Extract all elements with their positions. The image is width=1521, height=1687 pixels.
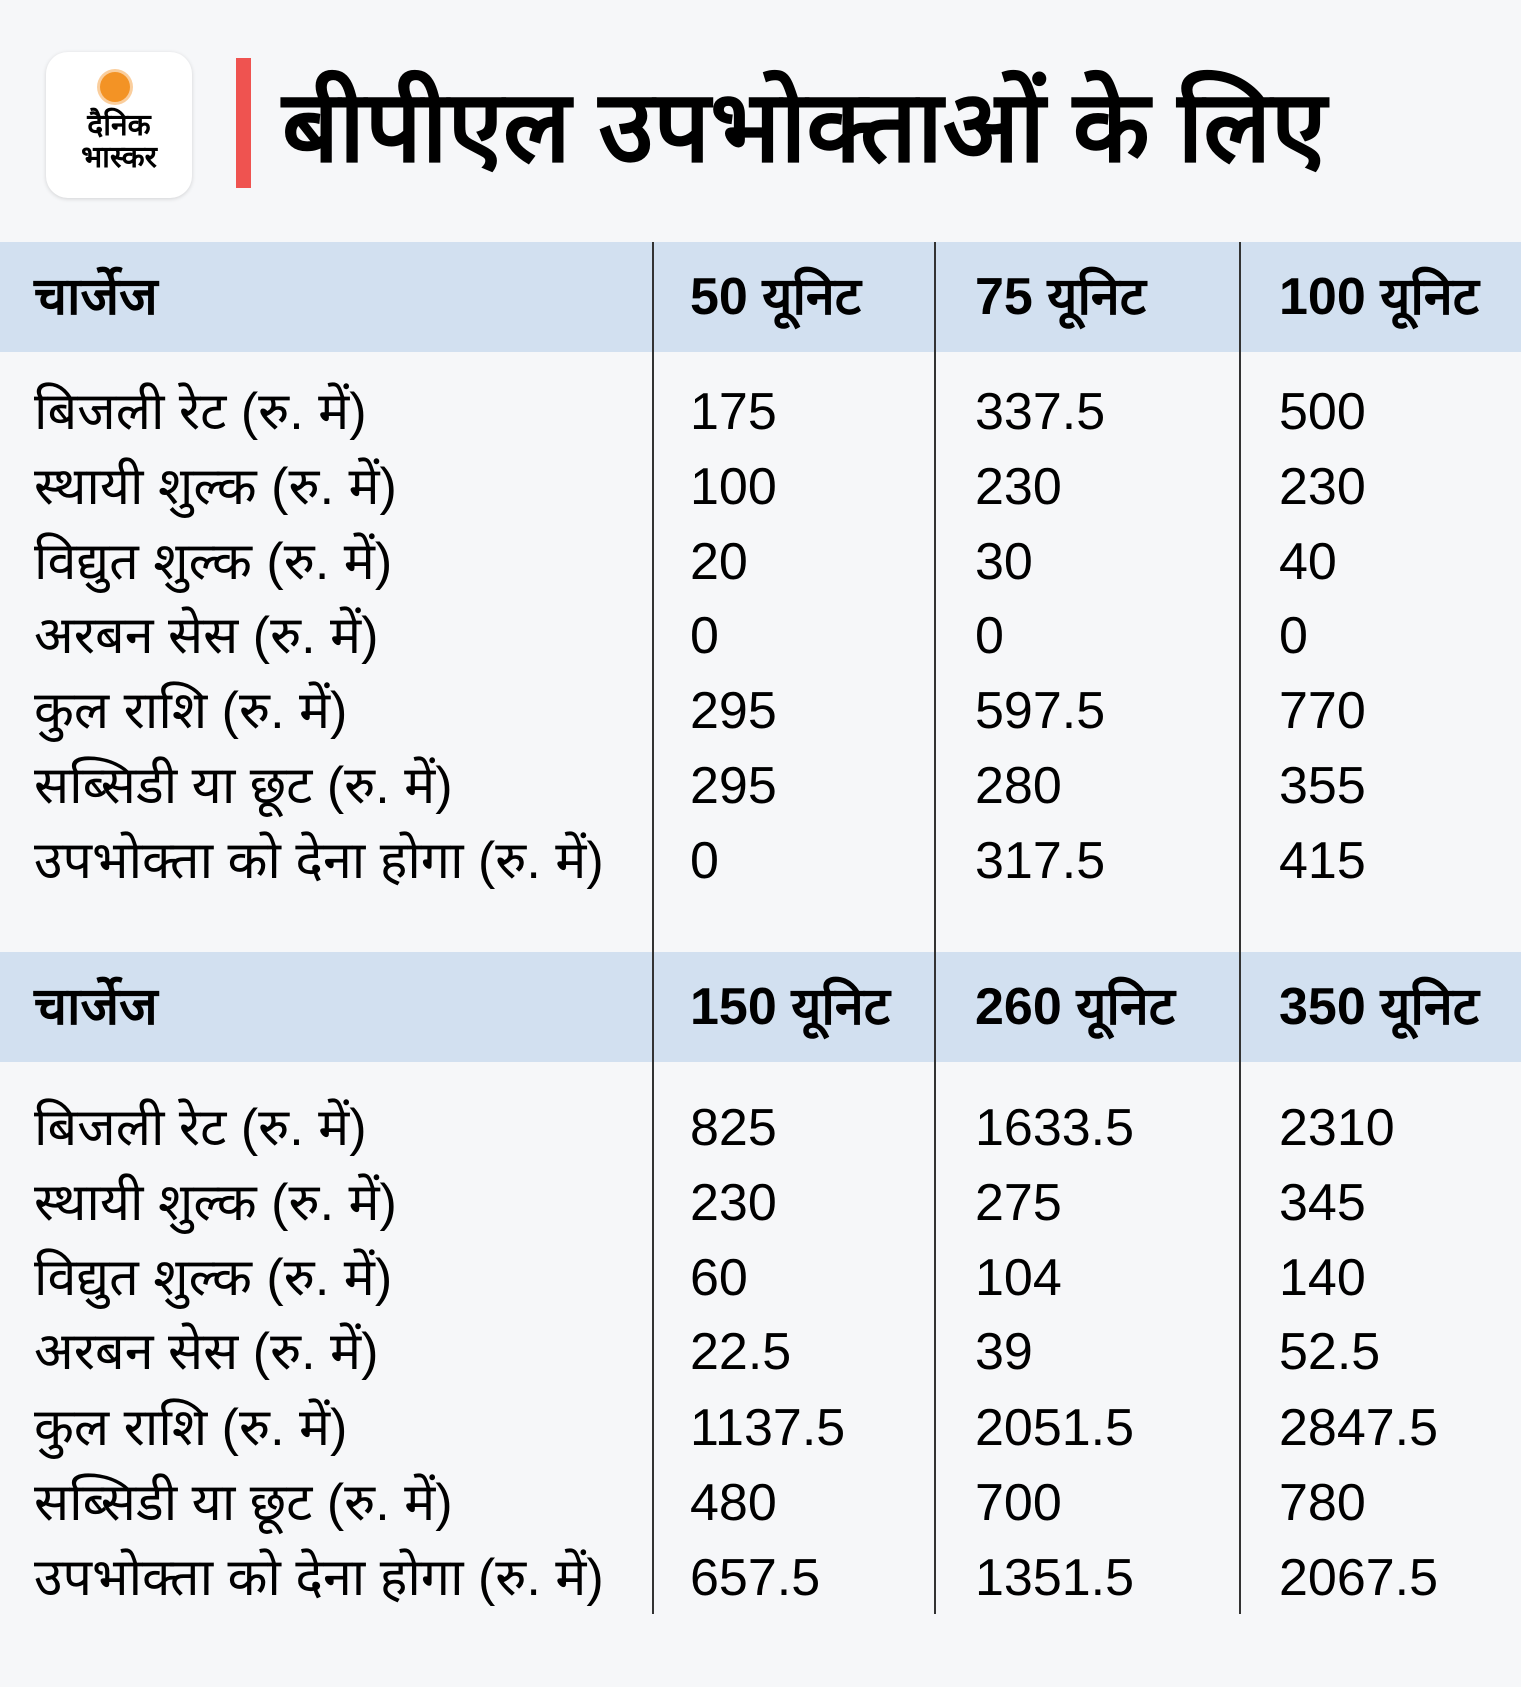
table-cell: 295 [690, 757, 777, 815]
column-header-units: 100 यूनिट [1279, 268, 1479, 326]
table-cell: 825 [690, 1099, 777, 1157]
row-label: अरबन सेस (रु. में) [34, 1323, 379, 1381]
table-cell: 2051.5 [975, 1399, 1135, 1457]
table-cell: 275 [975, 1174, 1062, 1232]
table-cell: 230 [975, 458, 1062, 516]
table-cell: 345 [1279, 1174, 1366, 1232]
table-cell: 100 [690, 458, 777, 516]
table-cell: 20 [690, 533, 748, 591]
dainik-bhaskar-logo: दैनिक भास्कर [46, 52, 192, 198]
table-cell: 60 [690, 1249, 748, 1307]
table-cell: 1633.5 [975, 1099, 1135, 1157]
column-header-units: 50 यूनिट [690, 268, 861, 326]
table-cell: 1351.5 [975, 1549, 1135, 1607]
row-label: सब्सिडी या छूट (रु. में) [34, 757, 453, 815]
row-label: बिजली रेट (रु. में) [34, 383, 367, 441]
row-label: विद्युत शुल्क (रु. में) [34, 533, 393, 591]
row-label: स्थायी शुल्क (रु. में) [34, 458, 397, 516]
column-header-units: 150 यूनिट [690, 978, 890, 1036]
row-label: कुल राशि (रु. में) [34, 1399, 348, 1457]
row-label: बिजली रेट (रु. में) [34, 1099, 367, 1157]
table-cell: 39 [975, 1323, 1033, 1381]
row-label: उपभोक्ता को देना होगा (रु. में) [34, 832, 604, 890]
table-cell: 1137.5 [690, 1399, 846, 1457]
column-header-units: 350 यूनिट [1279, 978, 1479, 1036]
column-header-units: 260 यूनिट [975, 978, 1175, 1036]
table-cell: 657.5 [690, 1549, 821, 1607]
table-header-band [0, 242, 1521, 352]
column-header-charges: चार्जेज [34, 268, 158, 326]
table-cell: 52.5 [1279, 1323, 1381, 1381]
table-cell: 415 [1279, 832, 1366, 890]
column-divider [934, 242, 936, 1614]
table-cell: 230 [690, 1174, 777, 1232]
table-cell: 780 [1279, 1474, 1366, 1532]
table-cell: 280 [975, 757, 1062, 815]
sun-icon [100, 72, 130, 102]
table-cell: 355 [1279, 757, 1366, 815]
title-accent-bar [236, 58, 251, 188]
row-label: सब्सिडी या छूट (रु. में) [34, 1474, 453, 1532]
table-cell: 480 [690, 1474, 777, 1532]
column-divider [1239, 242, 1241, 1614]
table-header-band [0, 952, 1521, 1062]
table-cell: 500 [1279, 383, 1366, 441]
table-cell: 700 [975, 1474, 1062, 1532]
column-header-charges: चार्जेज [34, 978, 158, 1036]
column-divider [652, 242, 654, 1614]
row-label: विद्युत शुल्क (रु. में) [34, 1249, 393, 1307]
table-cell: 337.5 [975, 383, 1106, 441]
table-cell: 295 [690, 682, 777, 740]
logo-line-2: भास्कर [81, 141, 157, 174]
table-cell: 140 [1279, 1249, 1366, 1307]
table-cell: 0 [975, 607, 1004, 665]
table-cell: 2310 [1279, 1099, 1395, 1157]
table-cell: 104 [975, 1249, 1062, 1307]
table-cell: 175 [690, 383, 777, 441]
row-label: स्थायी शुल्क (रु. में) [34, 1174, 397, 1232]
table-cell: 230 [1279, 458, 1366, 516]
logo-line-1: दैनिक [87, 109, 151, 142]
table-cell: 0 [1279, 607, 1308, 665]
table-cell: 597.5 [975, 682, 1106, 740]
table-cell: 317.5 [975, 832, 1106, 890]
row-label: अरबन सेस (रु. में) [34, 607, 379, 665]
table-cell: 770 [1279, 682, 1366, 740]
table-cell: 2067.5 [1279, 1549, 1439, 1607]
column-header-units: 75 यूनिट [975, 268, 1146, 326]
table-cell: 22.5 [690, 1323, 792, 1381]
table-cell: 2847.5 [1279, 1399, 1439, 1457]
row-label: कुल राशि (रु. में) [34, 682, 348, 740]
table-cell: 30 [975, 533, 1033, 591]
logo-text: दैनिक भास्कर [46, 110, 192, 174]
table-cell: 0 [690, 832, 719, 890]
row-label: उपभोक्ता को देना होगा (रु. में) [34, 1549, 604, 1607]
table-cell: 40 [1279, 533, 1337, 591]
page-title: बीपीएल उपभोक्ताओं के लिए [282, 71, 1327, 183]
table-cell: 0 [690, 607, 719, 665]
